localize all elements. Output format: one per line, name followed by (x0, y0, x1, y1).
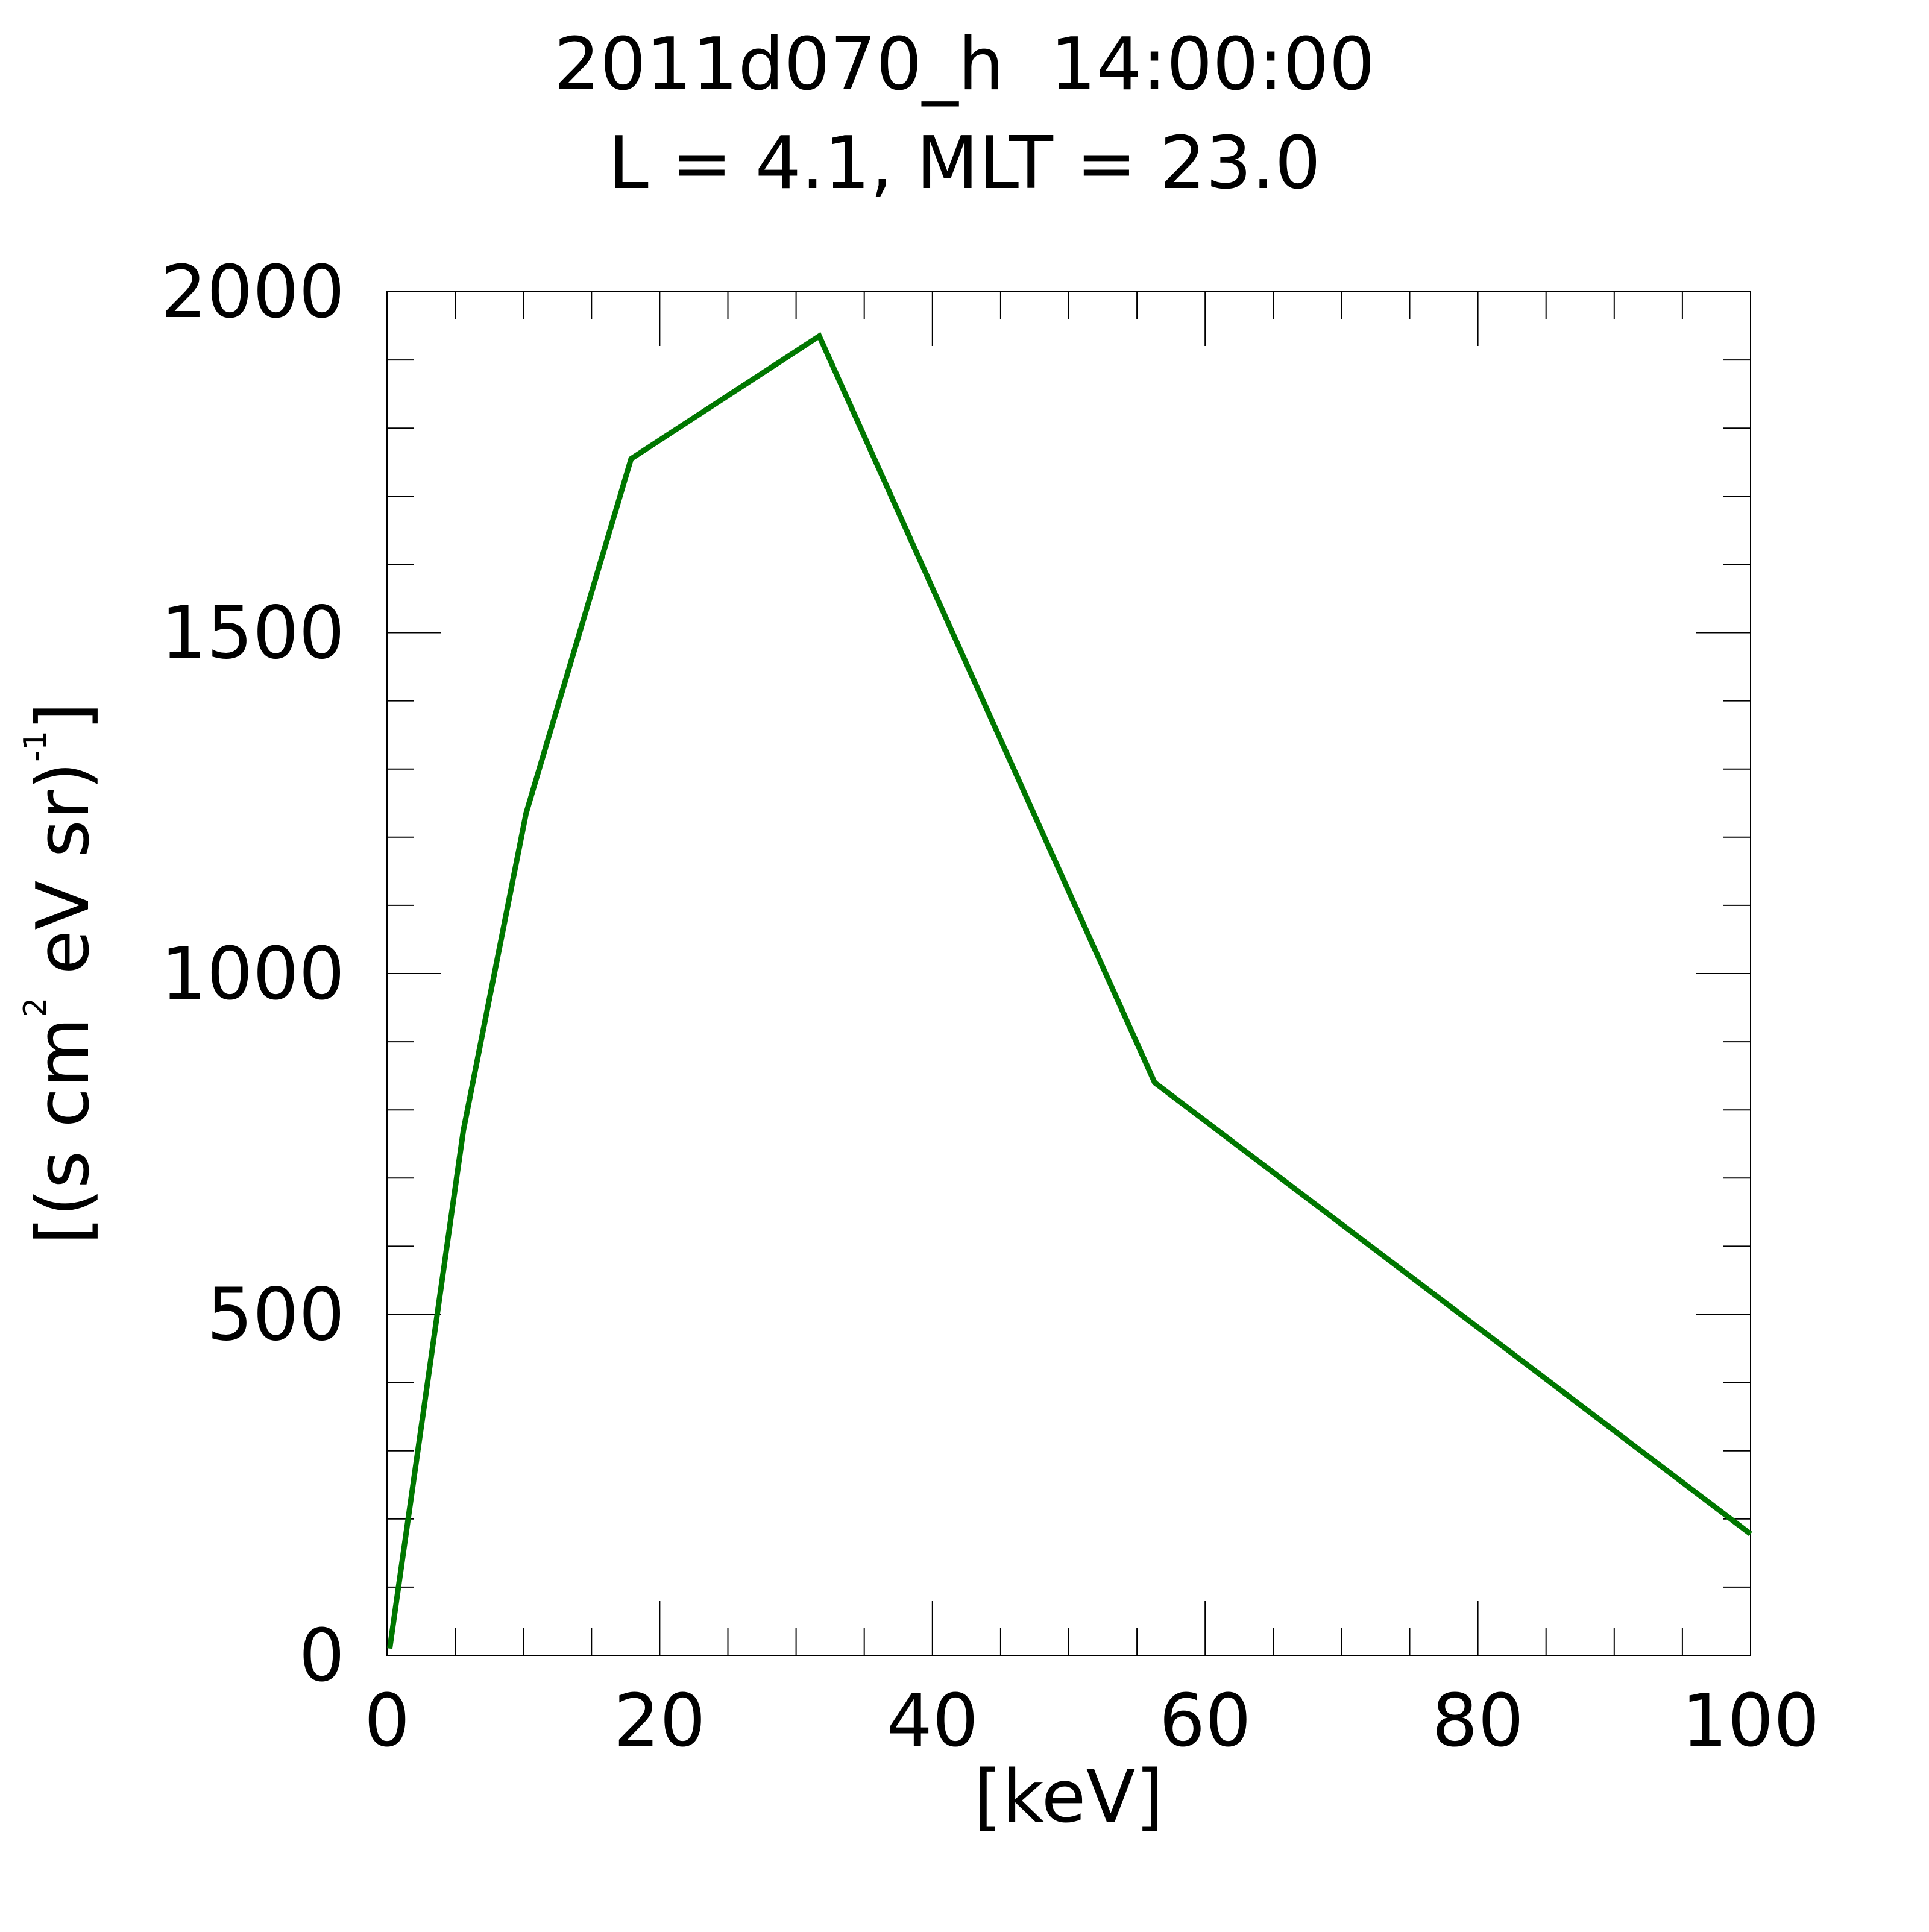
y-tick-label: 2000 (161, 251, 345, 335)
y-axis-label-sup1: 2 (17, 998, 54, 1018)
y-axis-label-middle: eV sr) (22, 762, 105, 998)
y-axis-label-sup2: -1 (17, 731, 54, 762)
y-tick-label: 500 (207, 1274, 345, 1358)
y-tick-label: 1000 (161, 933, 345, 1016)
y-axis-label-prefix: [(s cm (22, 1018, 105, 1245)
y-tick-label: 0 (299, 1614, 345, 1698)
series-line (387, 332, 1752, 1649)
x-tick-label: 40 (886, 1679, 978, 1763)
chart-title: 2011d070_h 14:00:00 (554, 23, 1375, 107)
x-tick-label: 80 (1432, 1679, 1524, 1763)
x-axis-label: [keV] (974, 1755, 1164, 1839)
x-tick-label: 0 (364, 1679, 410, 1763)
x-tick-label: 100 (1681, 1679, 1819, 1763)
chart-subtitle: L = 4.1, MLT = 23.0 (608, 122, 1321, 206)
y-axis-label: [(s cm2 eV sr)-1] (17, 702, 105, 1245)
x-tick-label: 60 (1159, 1679, 1251, 1763)
x-tick-label: 20 (614, 1679, 706, 1763)
plot-frame (386, 291, 1751, 1656)
axis-ticks (386, 291, 1751, 1656)
y-tick-label: 1500 (161, 592, 345, 676)
y-axis-label-suffix: ] (22, 702, 105, 731)
